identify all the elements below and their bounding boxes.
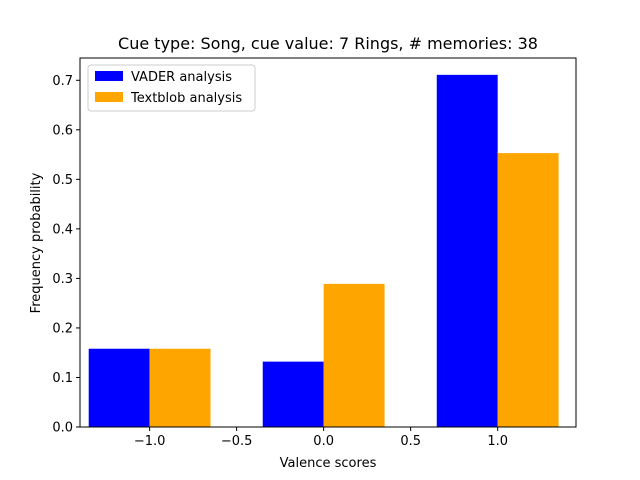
bar-series1-3 — [436, 74, 498, 427]
bar-series2-2 — [323, 283, 385, 427]
y-tick-label: 0.3 — [52, 272, 73, 287]
x-tick-label: 1.0 — [487, 434, 508, 449]
legend-label: Textblob analysis — [130, 91, 242, 106]
legend-swatch — [95, 71, 123, 81]
bar-series1-1 — [88, 348, 150, 427]
y-tick-label: 0.4 — [52, 222, 73, 237]
y-tick-label: 0.2 — [52, 321, 73, 336]
x-axis-ticks: −1.0 −0.5 0.0 0.5 1.0 — [134, 427, 508, 449]
y-tick-label: 0.0 — [52, 421, 73, 436]
y-tick-label: 0.5 — [52, 173, 73, 188]
legend: VADER analysis Textblob analysis — [87, 64, 256, 112]
y-axis-ticks: 0.0 0.1 0.2 0.3 0.4 0.5 0.6 0.7 — [52, 74, 80, 436]
legend-box — [87, 64, 256, 112]
y-tick-label: 0.7 — [52, 74, 73, 89]
y-axis-label: Frequency probability — [29, 172, 44, 313]
y-tick-label: 0.1 — [52, 371, 73, 386]
x-tick-label: 0.0 — [313, 434, 334, 449]
y-tick-label: 0.6 — [52, 123, 73, 138]
bar-series1-2 — [262, 361, 324, 427]
legend-label: VADER analysis — [131, 70, 232, 85]
bars — [88, 74, 559, 427]
bar-series2-3 — [497, 153, 559, 427]
x-tick-label: −1.0 — [134, 434, 166, 449]
legend-swatch — [95, 92, 123, 102]
plot-frame — [79, 57, 577, 428]
x-axis-label: Valence scores — [280, 456, 377, 471]
x-tick-label: −0.5 — [221, 434, 253, 449]
bar-series2-1 — [149, 348, 211, 427]
chart-title: Cue type: Song, cue value: 7 Rings, # me… — [118, 34, 538, 53]
x-tick-label: 0.5 — [400, 434, 421, 449]
